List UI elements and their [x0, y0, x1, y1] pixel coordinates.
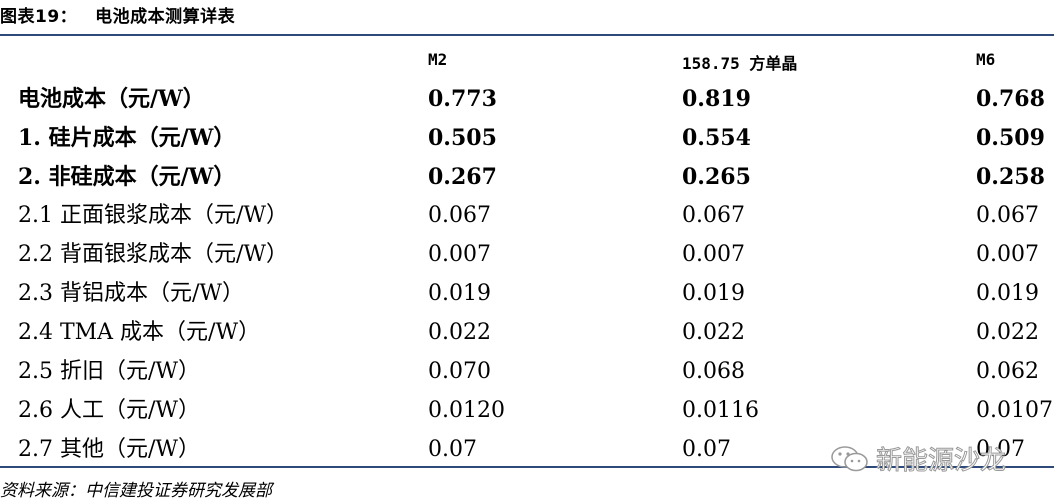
watermark-text: 新能源沙龙 — [875, 446, 1007, 477]
row-value: 0.019 — [976, 281, 1039, 306]
row-value: 0.068 — [682, 359, 745, 384]
column-header-m6: M6 — [976, 50, 996, 69]
row-value: 0.007 — [976, 242, 1039, 267]
row-label: 2.1 正面银浆成本（元/W） — [18, 203, 289, 228]
row-value: 0.773 — [428, 86, 497, 112]
table-row: 2.7 其他（元/W） 0.07 0.07 0.07 — [0, 431, 1054, 469]
table-row: 2.1 正面银浆成本（元/W） 0.067 0.067 0.067 — [0, 197, 1054, 235]
column-header-158: 158.75 方单晶 — [682, 54, 798, 73]
row-label: 2.6 人工（元/W） — [18, 398, 201, 423]
row-label: 2.7 其他（元/W） — [18, 437, 201, 462]
source-note: 资料来源：中信建投证券研究发展部 — [0, 481, 272, 501]
row-value: 0.067 — [682, 203, 745, 228]
column-header-m2: M2 — [428, 50, 448, 69]
row-value: 0.062 — [976, 359, 1039, 384]
row-value: 0.019 — [428, 281, 491, 306]
row-label: 2.3 背铝成本（元/W） — [18, 281, 245, 306]
row-value: 0.067 — [428, 203, 491, 228]
figure-title: 电池成本测算详表 — [95, 7, 236, 27]
table-title: 图表19： 电池成本测算详表 — [0, 2, 235, 27]
table-row: 2.6 人工（元/W） 0.0120 0.0116 0.0107 — [0, 392, 1054, 430]
row-value: 0.258 — [976, 164, 1045, 190]
row-value: 0.768 — [976, 86, 1045, 112]
watermark: 新能源沙龙 — [830, 440, 1007, 477]
table-row: 2. 非硅成本（元/W） 0.267 0.265 0.258 — [0, 158, 1054, 196]
bottom-rule — [0, 466, 1054, 468]
row-label: 2.5 折旧（元/W） — [18, 359, 201, 384]
row-value: 0.07 — [428, 437, 477, 462]
wechat-icon — [831, 445, 868, 471]
row-value: 0.070 — [428, 359, 491, 384]
figure-number: 图表19： — [0, 7, 78, 27]
row-value: 0.267 — [428, 164, 497, 190]
row-value: 0.0120 — [428, 398, 505, 423]
table-row: 2.2 背面银浆成本（元/W） 0.007 0.007 0.007 — [0, 236, 1054, 274]
row-value: 0.0116 — [682, 398, 759, 423]
row-value: 0.067 — [976, 203, 1039, 228]
row-value: 0.505 — [428, 125, 497, 151]
row-value: 0.819 — [682, 86, 751, 112]
table-row: 1. 硅片成本（元/W） 0.505 0.554 0.509 — [0, 119, 1054, 157]
row-value: 0.0107 — [976, 398, 1053, 423]
row-label: 2.2 背面银浆成本（元/W） — [18, 242, 289, 267]
row-value: 0.019 — [682, 281, 745, 306]
row-label: 2. 非硅成本（元/W） — [18, 164, 236, 190]
row-value: 0.022 — [682, 320, 745, 345]
row-value: 0.007 — [682, 242, 745, 267]
row-value: 0.07 — [682, 437, 731, 462]
row-value: 0.554 — [682, 125, 751, 151]
row-label: 电池成本（元/W） — [18, 86, 205, 112]
table-row: 2.4 TMA 成本（元/W） 0.022 0.022 0.022 — [0, 314, 1054, 352]
row-label: 1. 硅片成本（元/W） — [18, 125, 236, 151]
table-row: 电池成本（元/W） 0.773 0.819 0.768 — [0, 80, 1054, 118]
row-value: 0.022 — [976, 320, 1039, 345]
row-value: 0.265 — [682, 164, 751, 190]
row-label: 2.4 TMA 成本（元/W） — [18, 320, 261, 345]
table-row: 2.5 折旧（元/W） 0.070 0.068 0.062 — [0, 353, 1054, 391]
row-value: 0.007 — [428, 242, 491, 267]
row-value: 0.022 — [428, 320, 491, 345]
row-value: 0.07 — [976, 437, 1025, 462]
table-row: 2.3 背铝成本（元/W） 0.019 0.019 0.019 — [0, 275, 1054, 313]
row-value: 0.509 — [976, 125, 1045, 151]
top-rule — [0, 34, 1054, 36]
